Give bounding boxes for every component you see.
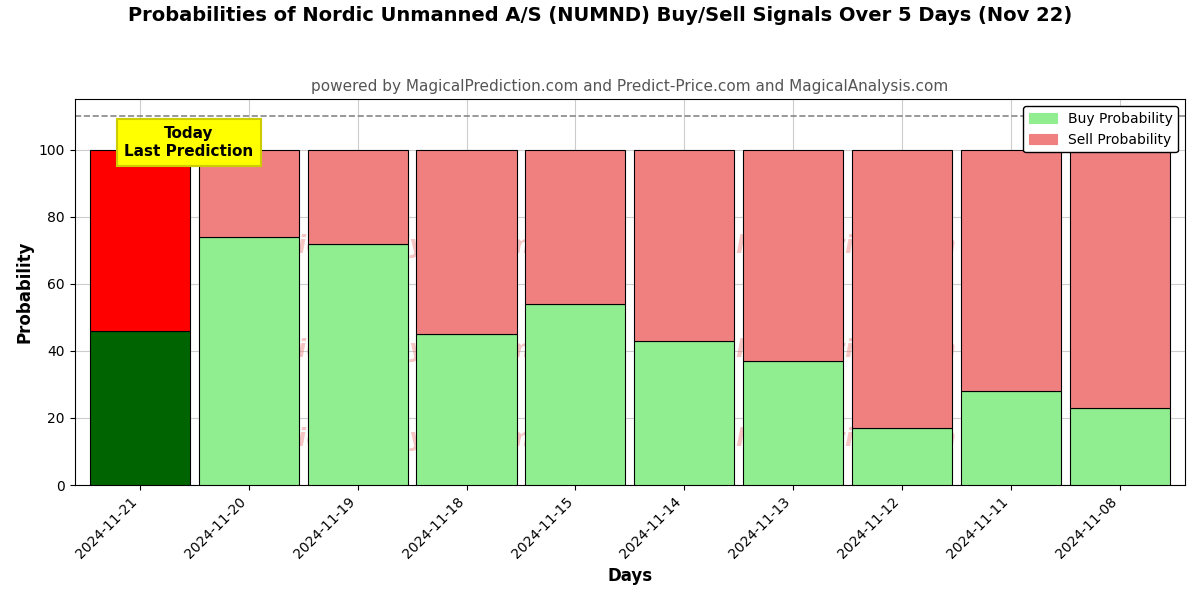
Bar — [199, 237, 299, 485]
X-axis label: Days: Days — [607, 567, 653, 585]
Legend: Buy Probability, Sell Probability: Buy Probability, Sell Probability — [1024, 106, 1178, 152]
Bar — [526, 304, 625, 485]
Text: MagicalAnalysis.com: MagicalAnalysis.com — [239, 234, 533, 258]
Bar — [416, 149, 517, 334]
Text: MagicalPrediction.com: MagicalPrediction.com — [636, 427, 956, 451]
Text: MagicalPrediction.com: MagicalPrediction.com — [636, 234, 956, 258]
Bar — [199, 149, 299, 237]
Bar — [526, 149, 625, 304]
Title: powered by MagicalPrediction.com and Predict-Price.com and MagicalAnalysis.com: powered by MagicalPrediction.com and Pre… — [311, 79, 948, 94]
Bar — [1069, 408, 1170, 485]
Text: MagicalPrediction.com: MagicalPrediction.com — [636, 338, 956, 362]
Bar — [743, 149, 844, 361]
Bar — [852, 149, 952, 428]
Text: MagicalAnalysis.com: MagicalAnalysis.com — [239, 427, 533, 451]
Bar — [743, 361, 844, 485]
Bar — [961, 149, 1061, 391]
Bar — [90, 331, 190, 485]
Bar — [634, 341, 734, 485]
Text: Today
Last Prediction: Today Last Prediction — [125, 126, 253, 158]
Y-axis label: Probability: Probability — [16, 241, 34, 343]
Bar — [852, 428, 952, 485]
Bar — [1069, 149, 1170, 408]
Bar — [307, 149, 408, 244]
Text: MagicalAnalysis.com: MagicalAnalysis.com — [239, 338, 533, 362]
Bar — [961, 391, 1061, 485]
Bar — [90, 149, 190, 331]
Bar — [416, 334, 517, 485]
Bar — [634, 149, 734, 341]
Bar — [307, 244, 408, 485]
Text: Probabilities of Nordic Unmanned A/S (NUMND) Buy/Sell Signals Over 5 Days (Nov 2: Probabilities of Nordic Unmanned A/S (NU… — [128, 6, 1072, 25]
